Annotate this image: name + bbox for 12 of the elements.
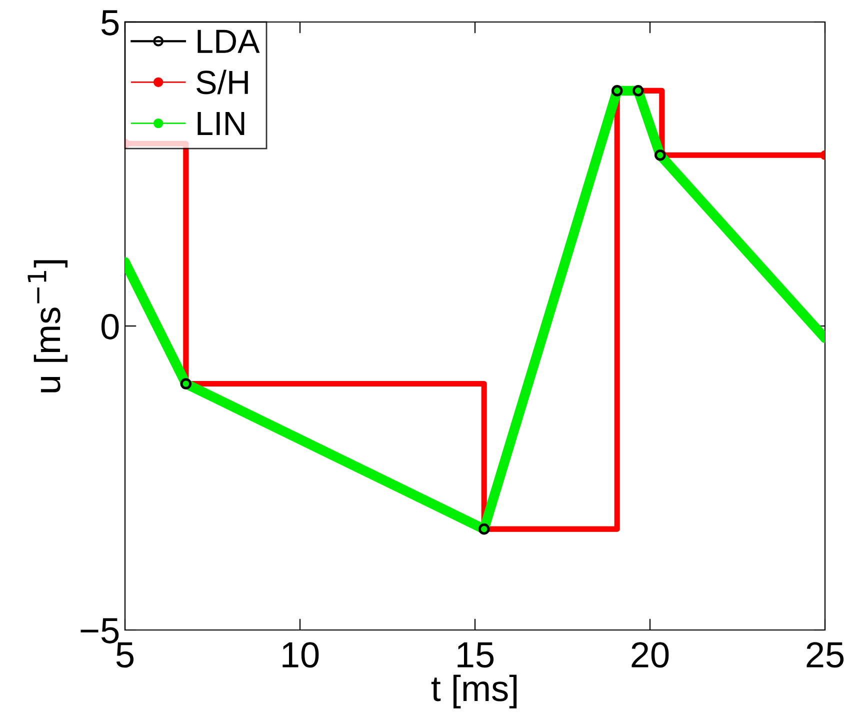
- y-axis-title: u [ms$^{−1}$]: [28, 260, 68, 392]
- legend-label: LIN: [198, 112, 244, 135]
- x-tick-label: 10: [282, 642, 319, 668]
- legend-label: LDA: [198, 30, 260, 53]
- y-tick-label: −5: [80, 618, 119, 644]
- x-tick-label: 25: [806, 642, 844, 668]
- y-tick-label: 0: [101, 314, 119, 340]
- y-tick-label: 5: [102, 10, 119, 36]
- legend-label: S/H: [196, 70, 248, 94]
- x-tick-label: 15: [458, 642, 494, 668]
- x-tick-label: 20: [632, 642, 669, 668]
- x-axis-title: t [ms]: [431, 674, 517, 708]
